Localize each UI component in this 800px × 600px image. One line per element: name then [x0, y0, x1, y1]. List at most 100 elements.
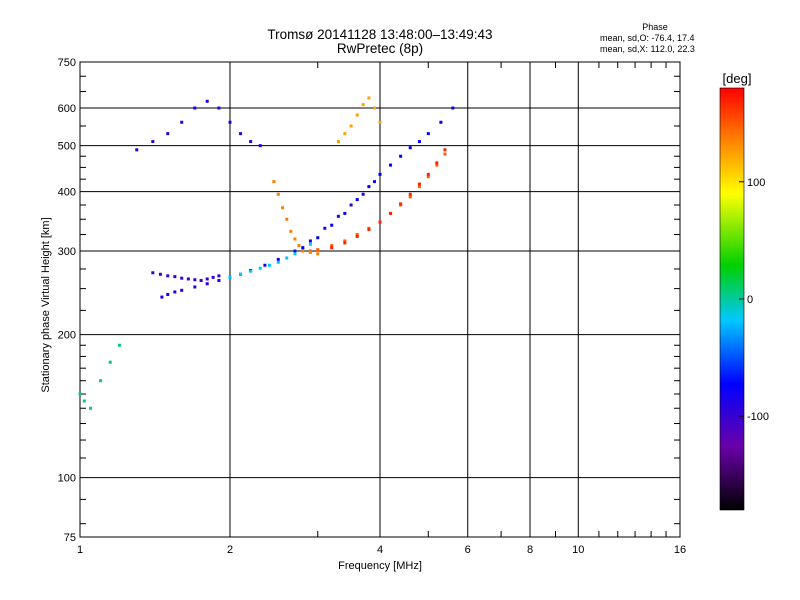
data-point — [217, 106, 221, 110]
data-point — [330, 246, 334, 250]
data-point — [180, 276, 184, 280]
data-point — [330, 223, 334, 227]
data-point — [417, 140, 421, 144]
data-point — [361, 192, 365, 196]
data-point — [389, 163, 393, 167]
data-point — [336, 140, 340, 144]
data-point — [361, 103, 365, 107]
phase-stats-o: mean, sd,O: -76.4, 17.4 — [600, 33, 695, 43]
data-point — [199, 279, 203, 283]
data-point — [399, 202, 403, 206]
y-tick-label: 400 — [58, 187, 76, 199]
data-point — [158, 272, 162, 276]
data-point — [228, 275, 232, 279]
data-point — [193, 285, 197, 289]
y-tick-label: 75 — [64, 532, 76, 544]
data-point — [160, 295, 164, 299]
phase-stats: Phase mean, sd,O: -76.4, 17.4 mean, sd,X… — [600, 22, 710, 55]
data-point — [355, 198, 359, 202]
grid — [80, 62, 680, 537]
data-point — [336, 214, 340, 218]
data-point — [293, 252, 297, 256]
data-point — [239, 132, 243, 136]
y-tick-label: 500 — [58, 141, 76, 153]
x-tick-label: 16 — [674, 544, 686, 556]
data-point — [435, 163, 439, 167]
data-point — [301, 249, 305, 253]
data-point — [316, 248, 320, 252]
data-point — [228, 120, 232, 124]
data-point — [186, 277, 190, 281]
axis-ticks: 1 2 4 6 8 10 16 75 100 200 300 400 500 600 750 — [58, 57, 686, 556]
data-point — [272, 180, 276, 184]
data-point — [343, 132, 347, 136]
y-tick-label: 600 — [58, 103, 76, 115]
data-point — [289, 229, 293, 233]
data-point — [443, 152, 447, 156]
data-point — [89, 406, 93, 410]
data-point — [355, 233, 359, 237]
data-point — [108, 360, 112, 364]
y-tick-label: 100 — [58, 473, 76, 485]
data-point — [205, 277, 209, 281]
colorbar-ticks: 100 0 -100 — [739, 177, 769, 423]
data-point — [367, 96, 371, 100]
data-points — [78, 96, 455, 410]
data-point — [373, 180, 377, 184]
data-point — [417, 182, 421, 186]
data-point — [78, 392, 82, 396]
data-point — [355, 113, 359, 117]
data-point — [349, 124, 353, 128]
x-tick-label: 6 — [465, 544, 471, 556]
y-tick-label: 750 — [58, 57, 76, 69]
x-tick-label: 2 — [227, 544, 233, 556]
data-point — [389, 211, 393, 215]
data-point — [276, 192, 280, 196]
data-point — [173, 275, 177, 279]
data-point — [378, 120, 382, 124]
chart-title: Tromsø 20141128 13:48:00–13:49:43 — [267, 27, 493, 42]
data-point — [316, 252, 320, 256]
data-point — [426, 175, 430, 179]
data-point — [193, 106, 197, 110]
data-point — [249, 269, 253, 273]
data-point — [285, 217, 289, 221]
data-point — [343, 239, 347, 243]
data-point — [276, 257, 280, 261]
x-tick-label: 10 — [572, 544, 584, 556]
data-point — [330, 244, 334, 248]
data-point — [355, 234, 359, 238]
data-point — [426, 172, 430, 176]
data-point — [343, 211, 347, 215]
data-point — [378, 220, 382, 224]
data-point — [367, 227, 371, 231]
data-point — [417, 185, 421, 189]
data-point — [166, 292, 170, 296]
data-point — [151, 271, 155, 275]
x-axis-label: Frequency [MHz] — [338, 560, 422, 572]
data-point — [408, 195, 412, 199]
data-point — [343, 241, 347, 245]
data-point — [399, 154, 403, 158]
data-point — [316, 236, 320, 240]
data-point — [301, 246, 305, 250]
data-point — [276, 260, 280, 264]
data-point — [263, 263, 267, 267]
phase-stats-title: Phase — [642, 22, 668, 32]
data-point — [378, 172, 382, 176]
data-point — [166, 274, 170, 278]
data-point — [173, 290, 177, 294]
data-point — [297, 244, 301, 248]
data-point — [293, 249, 297, 253]
data-point — [267, 263, 271, 267]
data-point — [349, 203, 353, 207]
data-point — [285, 256, 289, 260]
data-point — [205, 282, 209, 286]
data-point — [323, 226, 327, 230]
x-tick-label: 4 — [377, 544, 383, 556]
chart-subtitle: RwPretec (8p) — [336, 41, 424, 56]
data-point — [180, 120, 184, 124]
y-tick-label: 300 — [58, 246, 76, 258]
data-point — [117, 343, 121, 347]
